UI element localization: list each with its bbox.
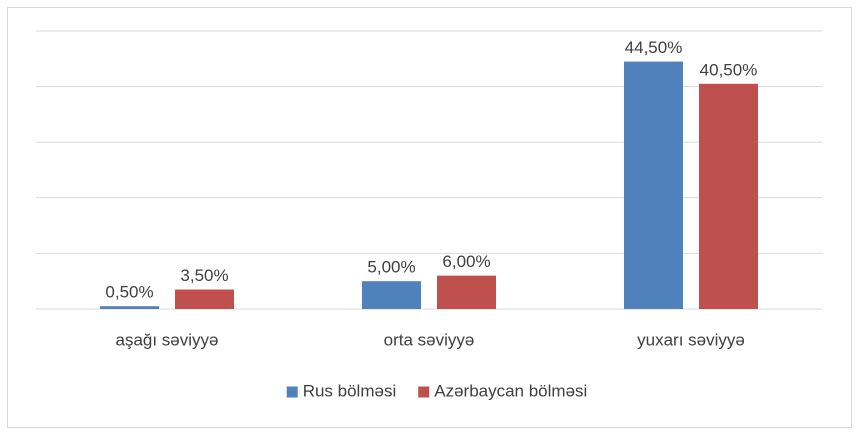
- legend-swatch: [418, 386, 430, 398]
- x-tick-label: orta səviyyə: [384, 330, 475, 349]
- data-label: 44,50%: [625, 38, 683, 57]
- data-label: 6,00%: [442, 252, 490, 271]
- bar: [175, 289, 234, 309]
- legend-swatch: [286, 386, 298, 398]
- bar: [362, 281, 421, 309]
- x-tick-label: aşağı səviyyə: [116, 330, 219, 349]
- data-label: 0,50%: [105, 283, 153, 302]
- bar: [437, 275, 496, 309]
- bar: [699, 83, 758, 309]
- bar: [624, 61, 683, 309]
- data-label: 40,50%: [700, 60, 758, 79]
- data-label: 5,00%: [367, 258, 415, 277]
- data-label: 3,50%: [180, 266, 228, 285]
- bar: [100, 306, 159, 309]
- legend-label: Azərbaycan bölməsi: [434, 381, 587, 400]
- x-tick-label: yuxarı səviyyə: [637, 330, 745, 349]
- legend-label: Rus bölməsi: [303, 381, 397, 400]
